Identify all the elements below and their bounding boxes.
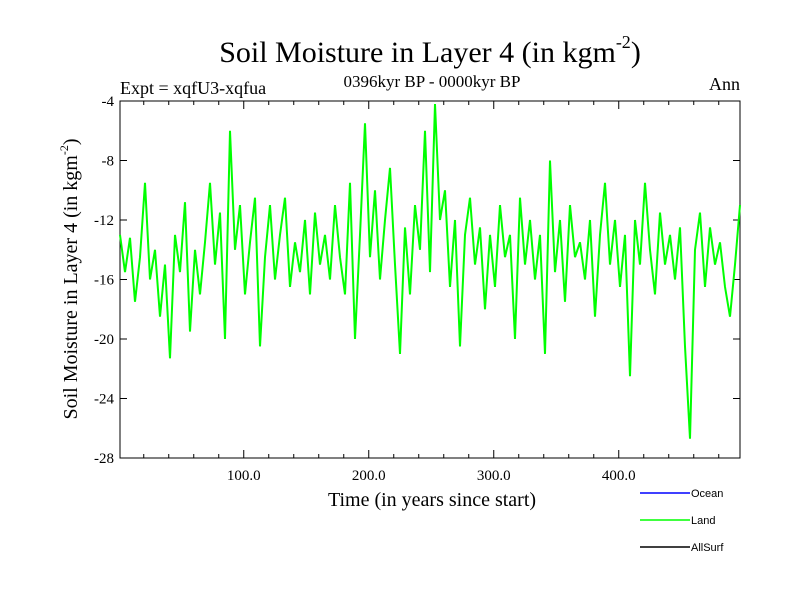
time-range-label: 0396kyr BP - 0000kyr BP [344,72,521,91]
land-series-line [119,103,741,439]
legend-label-ocean: Ocean [691,488,723,500]
y-tick-label: -12 [94,213,114,229]
x-tick-label: 100.0 [227,468,261,484]
y-tick-label: -28 [94,451,114,467]
y-axis-label: Soil Moisture in Layer 4 (in kgm-2) [57,138,82,419]
season-label: Ann [709,74,740,94]
legend-label-land: Land [691,515,715,527]
x-tick-label: 200.0 [352,468,386,484]
plot-frame [119,100,741,459]
y-tick-label: -16 [94,273,114,289]
x-tick-label: 300.0 [477,468,511,484]
legend: Ocean Land AllSurf [640,488,724,554]
x-axis-label: Time (in years since start) [328,489,536,511]
experiment-label: Expt = xqfU3-xqfua [120,78,266,98]
chart-title: Soil Moisture in Layer 4 (in kgm-2) [219,32,641,69]
y-tick-label: -4 [102,94,115,110]
axis-ticks: -4 -8 -12 -16 -20 -24 -28 100.0 200.0 300.0 400.0 [94,94,740,484]
y-tick-label: -8 [102,154,115,170]
y-tick-label: -20 [94,332,114,348]
y-tick-label: -24 [94,392,114,408]
legend-label-allsurf: AllSurf [691,542,724,554]
x-tick-label: 400.0 [602,468,636,484]
